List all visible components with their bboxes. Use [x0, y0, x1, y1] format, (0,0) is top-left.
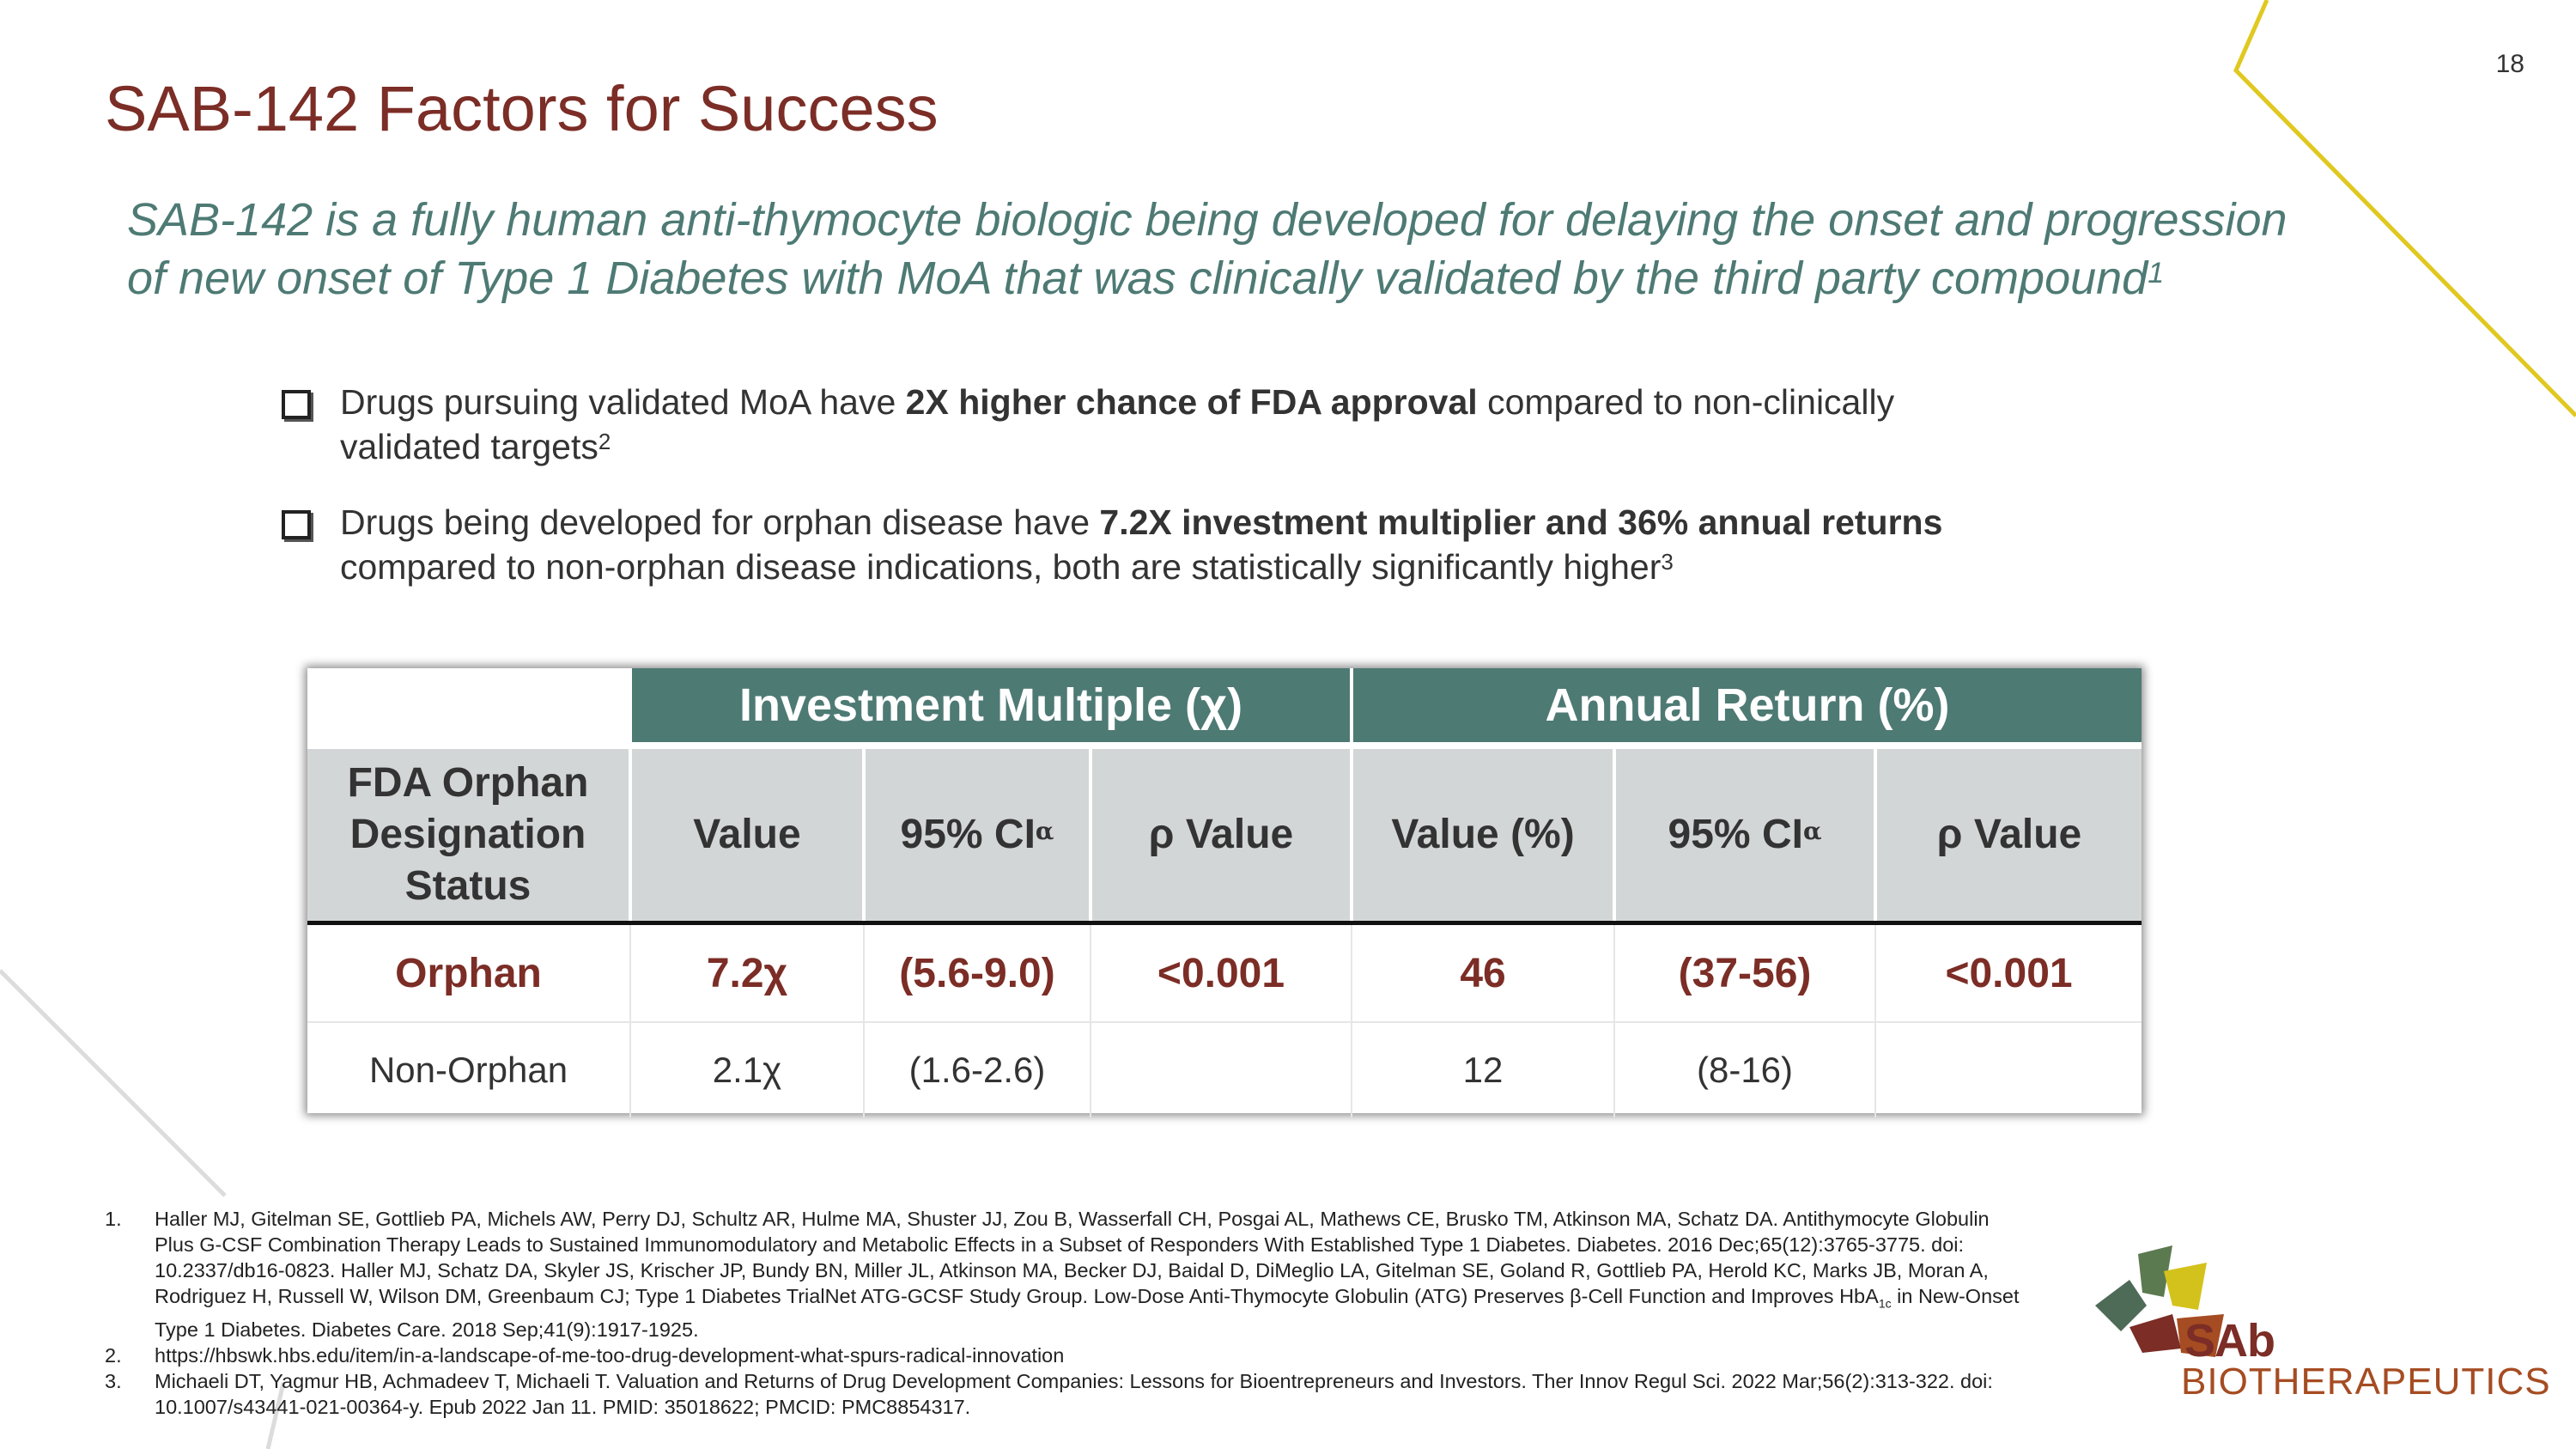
footnote-link[interactable]: https://hbswk.hbs.edu/item/in-a-landscap… — [155, 1343, 1065, 1367]
bullet-highlight: 2X higher chance of FDA approval — [905, 382, 1478, 422]
table-cell: (8-16) — [1613, 1022, 1876, 1117]
yellow-accent-line — [2233, 0, 2576, 417]
table-cell: 46 — [1351, 922, 1615, 1023]
bullet-text-rest: compared to non-orphan disease indicatio… — [340, 547, 1662, 587]
footnote-item: 3. Michaeli DT, Yagmur HB, Achmadeev T, … — [105, 1368, 2028, 1420]
grey-accent-line — [0, 969, 227, 1197]
footnote-text: Michaeli DT, Yagmur HB, Achmadeev T, Mic… — [155, 1369, 1993, 1418]
bullet-text: Drugs being developed for orphan disease… — [340, 502, 1100, 542]
table-cell — [1874, 1022, 2142, 1117]
table-row: Non-Orphan 2.1χ (1.6-2.6) 12 (8-16) — [307, 1022, 2142, 1117]
subtitle: SAB-142 is a fully human anti-thymocyte … — [127, 191, 2325, 307]
bullet-footnote-ref: 2 — [598, 429, 611, 454]
bullet-item: Drugs pursuing validated MoA have 2X hig… — [282, 380, 2016, 469]
logo-tagline: BIOTHERAPEUTICS — [2181, 1361, 2551, 1403]
table-cell: <0.001 — [1089, 922, 1352, 1023]
table-cell: <0.001 — [1874, 922, 2142, 1023]
checkbox-bullet-icon — [282, 390, 311, 419]
table-cell: 7.2χ — [629, 922, 864, 1023]
subtitle-footnote-ref: 1 — [2148, 257, 2165, 289]
footnote-item: 1. Haller MJ, Gitelman SE, Gottlieb PA, … — [105, 1206, 2028, 1342]
column-header: Value (%) — [1350, 742, 1615, 925]
row-header-label: FDA Orphan Designation Status — [307, 742, 630, 925]
column-header: ρ Value — [1088, 742, 1352, 925]
bullet-text: Drugs pursuing validated MoA have — [340, 382, 906, 422]
orphan-returns-table: Investment Multiple (χ) Annual Return (%… — [307, 668, 2142, 1117]
bullet-footnote-ref: 3 — [1661, 549, 1674, 575]
table-cell — [1089, 1022, 1352, 1117]
group-header-annual-return: Annual Return (%) — [1350, 668, 2142, 746]
column-header: ρ Value — [1874, 742, 2142, 925]
sab-logo-mark — [2095, 1245, 2224, 1357]
group-header-investment: Investment Multiple (χ) — [628, 668, 1352, 746]
column-header: Value — [629, 742, 864, 925]
footnote-subscript: 1c — [1878, 1296, 1892, 1311]
page-title: SAB-142 Factors for Success — [105, 73, 939, 144]
footnote-item: 2. https://hbswk.hbs.edu/item/in-a-lands… — [105, 1342, 2028, 1368]
grey-accent-line-lower — [265, 1382, 286, 1449]
table-corner — [307, 668, 630, 746]
page-number: 18 — [2495, 50, 2524, 78]
footnote-number: 3. — [105, 1369, 122, 1392]
bullet-list: Drugs pursuing validated MoA have 2X hig… — [282, 380, 2016, 620]
footnote-number: 1. — [105, 1208, 122, 1230]
logo-wordmark: SAb — [2184, 1315, 2275, 1367]
column-header: 95% CIα — [1613, 742, 1876, 925]
table-cell: 2.1χ — [629, 1022, 864, 1117]
footnotes: 1. Haller MJ, Gitelman SE, Gottlieb PA, … — [105, 1206, 2028, 1420]
footnote-text-rest: in New-Onset Type 1 Diabetes. Diabetes C… — [155, 1285, 2020, 1341]
table-cell: (37-56) — [1613, 922, 1876, 1023]
bullet-highlight: 7.2X investment multiplier and 36% annua… — [1099, 502, 1943, 542]
bullet-item: Drugs being developed for orphan disease… — [282, 500, 2016, 589]
table-row: Orphan 7.2χ (5.6-9.0) <0.001 46 (37-56) … — [307, 922, 2142, 1023]
bullet-text-rest: compared to non-clinically validated tar… — [340, 382, 1895, 466]
subtitle-text: SAB-142 is a fully human anti-thymocyte … — [127, 194, 2287, 304]
status-cell: Non-Orphan — [368, 1050, 568, 1090]
status-cell: Orphan — [307, 922, 630, 1023]
checkbox-bullet-icon — [282, 510, 311, 539]
footnote-number: 2. — [105, 1343, 122, 1367]
footnote-text: Haller MJ, Gitelman SE, Gottlieb PA, Mic… — [155, 1208, 1990, 1307]
table-cell: (5.6-9.0) — [863, 922, 1091, 1023]
table-cell: 12 — [1351, 1022, 1615, 1117]
column-header: 95% CIα — [862, 742, 1091, 925]
table-cell: (1.6-2.6) — [863, 1022, 1091, 1117]
